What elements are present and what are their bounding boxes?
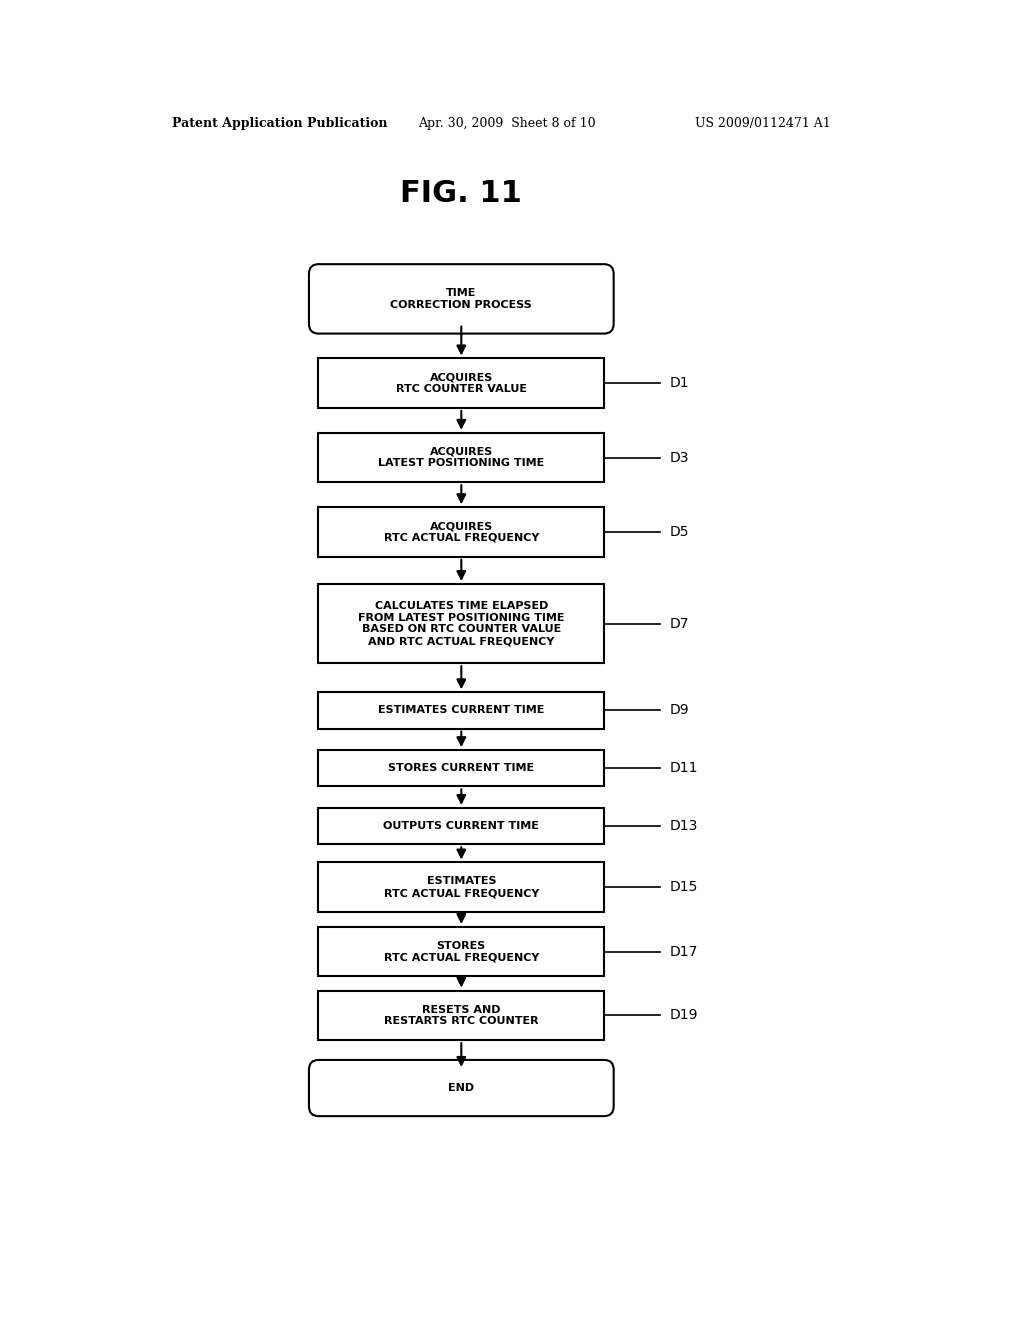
Text: ESTIMATES CURRENT TIME: ESTIMATES CURRENT TIME	[378, 705, 545, 715]
Text: OUTPUTS CURRENT TIME: OUTPUTS CURRENT TIME	[383, 821, 540, 832]
Text: ESTIMATES
RTC ACTUAL FREQUENCY: ESTIMATES RTC ACTUAL FREQUENCY	[384, 876, 539, 898]
Text: ACQUIRES
RTC ACTUAL FREQUENCY: ACQUIRES RTC ACTUAL FREQUENCY	[384, 521, 539, 543]
Text: D7: D7	[670, 616, 689, 631]
Text: Apr. 30, 2009  Sheet 8 of 10: Apr. 30, 2009 Sheet 8 of 10	[418, 117, 595, 129]
Text: D13: D13	[670, 820, 697, 833]
Bar	[318, 927, 604, 977]
Text: D9: D9	[670, 704, 689, 717]
Text: Patent Application Publication: Patent Application Publication	[172, 117, 387, 129]
Text: D3: D3	[670, 450, 689, 465]
Text: D1: D1	[670, 376, 689, 391]
Bar	[318, 433, 604, 482]
Text: D11: D11	[670, 762, 697, 775]
Text: US 2009/0112471 A1: US 2009/0112471 A1	[695, 117, 831, 129]
Text: STORES CURRENT TIME: STORES CURRENT TIME	[388, 763, 535, 774]
Text: D15: D15	[670, 880, 697, 894]
Bar	[318, 862, 604, 912]
Text: ACQUIRES
RTC COUNTER VALUE: ACQUIRES RTC COUNTER VALUE	[396, 372, 526, 393]
Bar	[318, 583, 604, 663]
Bar	[318, 808, 604, 845]
Text: D17: D17	[670, 945, 697, 958]
Text: END: END	[449, 1082, 474, 1093]
Bar	[318, 507, 604, 557]
Bar	[318, 990, 604, 1040]
FancyBboxPatch shape	[309, 264, 613, 334]
Text: CALCULATES TIME ELAPSED
FROM LATEST POSITIONING TIME
BASED ON RTC COUNTER VALUE
: CALCULATES TIME ELAPSED FROM LATEST POSI…	[358, 601, 564, 645]
Text: D19: D19	[670, 1008, 697, 1022]
Bar	[318, 692, 604, 729]
FancyBboxPatch shape	[309, 1060, 613, 1117]
Text: TIME
CORRECTION PROCESS: TIME CORRECTION PROCESS	[390, 288, 532, 310]
Text: FIG. 11: FIG. 11	[400, 178, 522, 207]
Text: ACQUIRES
LATEST POSITIONING TIME: ACQUIRES LATEST POSITIONING TIME	[378, 446, 545, 469]
Text: STORES
RTC ACTUAL FREQUENCY: STORES RTC ACTUAL FREQUENCY	[384, 941, 539, 962]
Text: RESETS AND
RESTARTS RTC COUNTER: RESETS AND RESTARTS RTC COUNTER	[384, 1005, 539, 1026]
Bar	[318, 358, 604, 408]
Bar	[318, 750, 604, 787]
Text: D5: D5	[670, 525, 689, 539]
